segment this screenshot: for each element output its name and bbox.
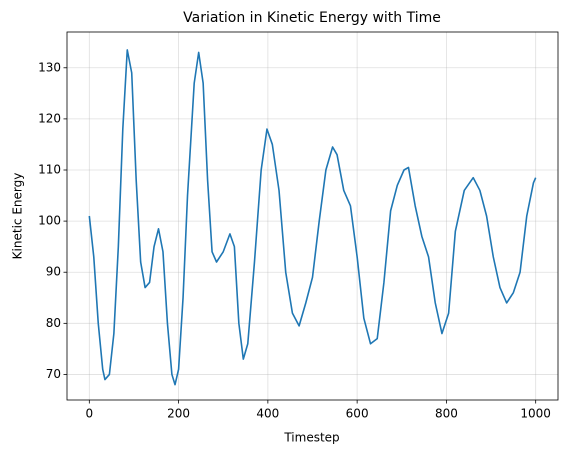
x-tick-label: 200 [167, 407, 190, 421]
y-tick-label: 110 [38, 163, 61, 177]
x-axis-label: Timestep [283, 431, 339, 445]
x-tick-label: 800 [435, 407, 458, 421]
y-axis-label: Kinetic Energy [11, 173, 25, 260]
y-tick-label: 90 [46, 265, 61, 279]
x-tick-label: 0 [85, 407, 93, 421]
y-tick-label: 130 [38, 60, 61, 74]
y-tick-label: 70 [46, 367, 61, 381]
y-tick-label: 80 [46, 316, 61, 330]
x-tick-label: 600 [346, 407, 369, 421]
plot-frame [66, 31, 559, 401]
y-tick-label: 100 [38, 214, 61, 228]
data-line [88, 49, 537, 386]
chart-title: Variation in Kinetic Energy with Time [183, 10, 441, 26]
x-tick-label: 1000 [520, 407, 551, 421]
x-tick-label: 400 [256, 407, 279, 421]
y-tick-label: 120 [38, 111, 61, 125]
